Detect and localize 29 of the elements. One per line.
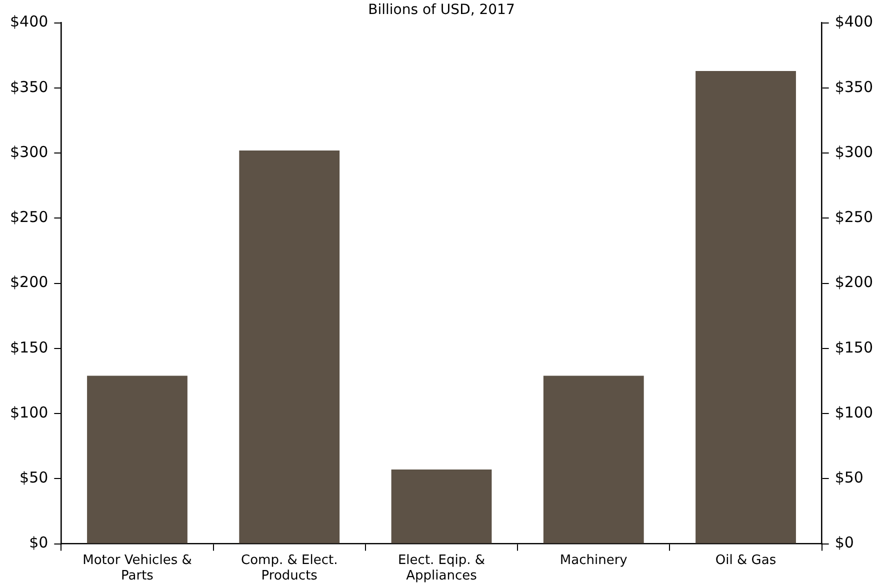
y2-tick-label: $300 xyxy=(834,142,874,161)
y2-tick-label: $200 xyxy=(834,273,874,292)
x-tick-label: Oil & Gas xyxy=(715,552,776,568)
y2-tick-label: $150 xyxy=(834,338,874,356)
x-tick-label: Elect. Eqip. & Appliances xyxy=(398,552,486,584)
x-tick-label: Motor Vehicles & Parts xyxy=(82,552,192,584)
bar xyxy=(543,376,644,544)
y-tick-label: $100 xyxy=(10,403,48,422)
y2-tick-label: $50 xyxy=(834,468,864,487)
y-tick-label: $250 xyxy=(10,208,48,226)
y2-tick-label: $400 xyxy=(834,12,874,31)
y2-tick-label: $100 xyxy=(834,403,874,422)
y-tick-label: $200 xyxy=(10,273,48,292)
y-tick-label: $0 xyxy=(29,534,48,552)
y2-tick-label: $250 xyxy=(834,208,874,226)
y-tick-label: $350 xyxy=(10,78,48,96)
y2-tick-label: $350 xyxy=(834,78,874,96)
bar xyxy=(696,70,796,544)
y-tick-label: $150 xyxy=(10,338,48,356)
chart-title: Billions of USD, 2017 xyxy=(368,2,515,18)
y-tick-label: $50 xyxy=(20,468,48,487)
bar xyxy=(391,470,492,544)
x-tick-label: Comp. & Elect. Products xyxy=(241,552,338,584)
bar xyxy=(239,150,340,544)
y-tick-label: $400 xyxy=(10,12,48,31)
y2-tick-label: $0 xyxy=(834,534,854,552)
bar xyxy=(87,376,188,544)
y-tick-label: $300 xyxy=(10,142,48,161)
x-tick-label: Machinery xyxy=(560,552,628,568)
